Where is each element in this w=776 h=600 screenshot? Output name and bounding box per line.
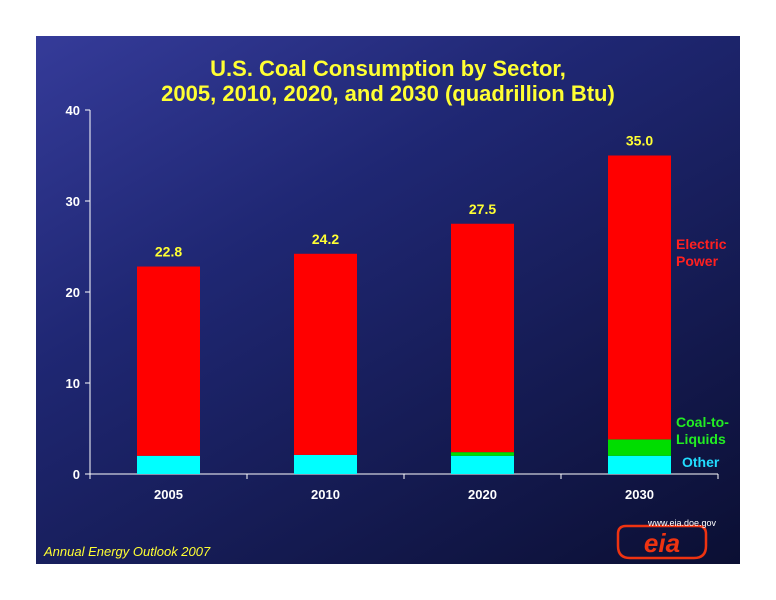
chart-title-line-2: 2005, 2010, 2020, and 2030 (quadrillion …: [161, 81, 615, 106]
legend-other: Other: [682, 454, 720, 470]
x-tick-label: 2020: [468, 487, 497, 502]
bar-segment-electric-power: [608, 155, 671, 440]
y-tick-label: 0: [73, 467, 80, 482]
eia-logo: eia: [616, 524, 708, 560]
legend-electric-power-line1: Electric: [676, 236, 727, 252]
source-note: Annual Energy Outlook 2007: [44, 544, 211, 559]
chart-title-line-1: U.S. Coal Consumption by Sector,: [210, 56, 566, 81]
x-tick-label: 2030: [625, 487, 654, 502]
legend-coal-to-liquids-line2: Liquids: [676, 431, 726, 447]
eia-logo-text: eia: [644, 528, 680, 558]
bar-segment-electric-power: [137, 266, 200, 456]
slide: U.S. Coal Consumption by Sector, 2005, 2…: [36, 36, 740, 564]
bar-segment-electric-power: [451, 223, 514, 453]
y-tick-label: 40: [66, 103, 80, 118]
legend-coal-to-liquids-line1: Coal-to-: [676, 414, 729, 430]
legend-electric-power-line2: Power: [676, 253, 719, 269]
data-label-total: 22.8: [155, 244, 182, 260]
eia-url: www.eia.doe.gov: [648, 518, 717, 528]
bar-segment-other: [137, 455, 200, 474]
data-label-total: 24.2: [312, 231, 339, 247]
y-tick-label: 10: [66, 376, 80, 391]
legend-electric-power: Electric Power: [676, 236, 727, 270]
x-tick-label: 2005: [154, 487, 183, 502]
bar-segment-coal-to-liquids: [608, 439, 671, 456]
y-tick-label: 30: [66, 194, 80, 209]
bar-chart: 01020304022.8200524.2201027.5202035.0203…: [66, 103, 719, 502]
bar-segment-other: [608, 455, 671, 474]
data-label-total: 35.0: [626, 133, 653, 149]
bar-segment-other: [451, 455, 514, 474]
eia-logo-swoosh: [616, 524, 708, 560]
bar-segment-other: [294, 454, 357, 474]
x-tick-label: 2010: [311, 487, 340, 502]
data-label-total: 27.5: [469, 201, 496, 217]
y-tick-label: 20: [66, 285, 80, 300]
legend-coal-to-liquids: Coal-to- Liquids: [676, 414, 729, 448]
bar-segment-coal-to-liquids: [451, 452, 514, 456]
bar-segment-electric-power: [294, 253, 357, 455]
